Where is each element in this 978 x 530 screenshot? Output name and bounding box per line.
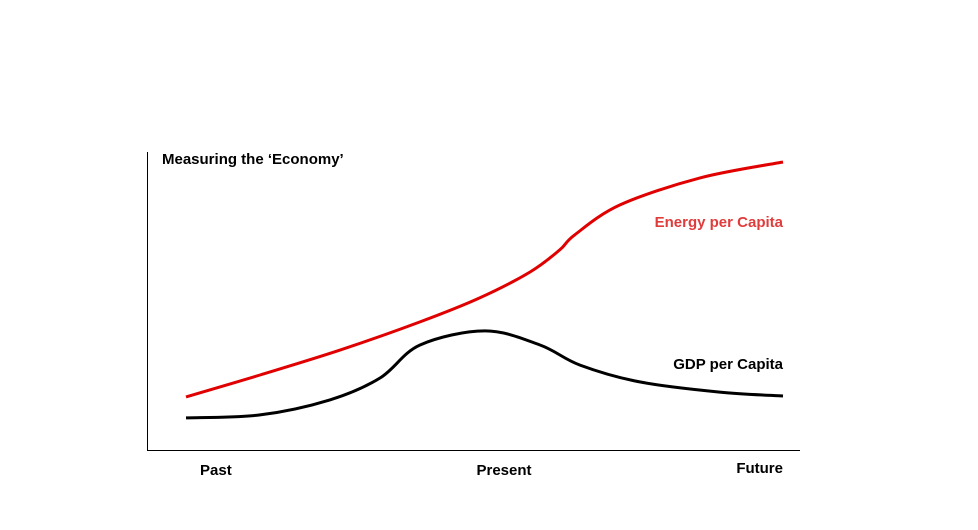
x-tick-future: Future <box>736 460 783 477</box>
chart-title: Measuring the ‘Economy’ <box>162 151 344 168</box>
series-label-gdp: GDP per Capita <box>673 356 783 373</box>
x-tick-past: Past <box>200 462 232 479</box>
series-line-energy-per-capita <box>185 160 784 399</box>
series-line-gdp-per-capita <box>185 329 784 420</box>
x-tick-present: Present <box>476 462 531 479</box>
series-label-energy: Energy per Capita <box>655 214 784 231</box>
